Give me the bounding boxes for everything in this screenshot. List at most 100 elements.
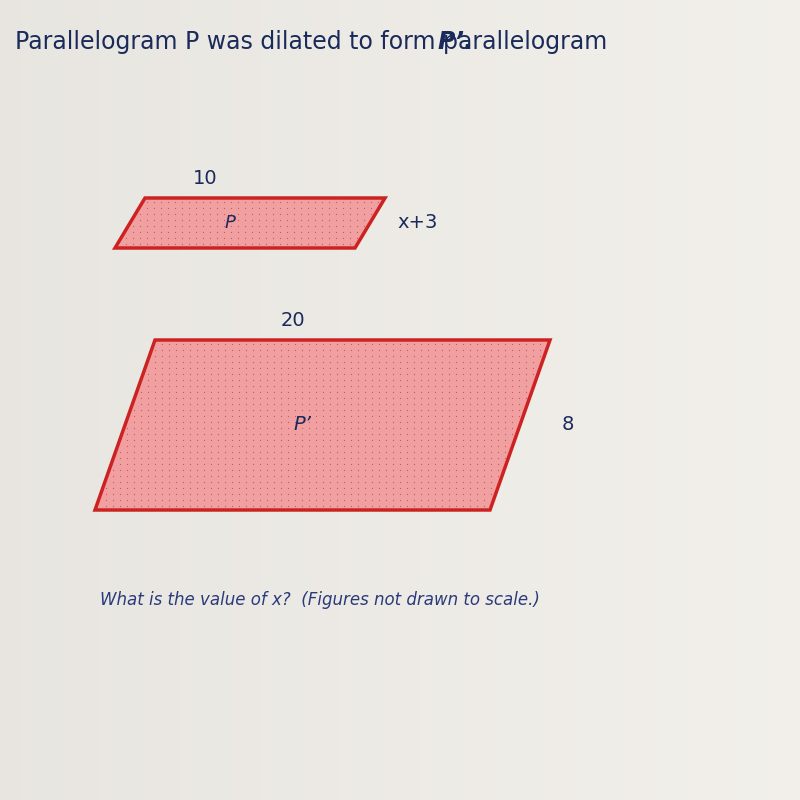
Point (407, 499, 421, 513)
Point (358, 368, 371, 381)
Point (169, 232, 182, 245)
Point (302, 422, 315, 434)
Point (366, 451, 378, 464)
Point (457, 403, 470, 416)
Point (386, 475, 399, 488)
Point (274, 458, 287, 470)
Point (401, 494, 414, 506)
Point (184, 398, 197, 410)
Point (401, 403, 414, 416)
Point (162, 368, 175, 381)
Point (330, 207, 342, 220)
Point (155, 350, 169, 362)
Point (226, 440, 238, 453)
Point (330, 338, 343, 350)
Point (373, 362, 386, 374)
Point (162, 207, 174, 220)
Point (401, 482, 414, 494)
Point (289, 458, 302, 470)
Point (330, 422, 343, 434)
Point (422, 362, 434, 374)
Point (386, 380, 399, 393)
Point (394, 446, 406, 458)
Point (210, 207, 223, 220)
Point (429, 374, 442, 386)
Point (246, 482, 259, 494)
Point (435, 470, 448, 482)
Point (310, 338, 322, 350)
Point (198, 440, 210, 453)
Point (281, 207, 294, 220)
Point (513, 386, 526, 398)
Point (478, 391, 490, 404)
Point (422, 422, 434, 434)
Point (429, 458, 442, 470)
Point (170, 380, 182, 393)
Point (302, 344, 315, 357)
Point (435, 487, 448, 501)
Point (498, 446, 511, 458)
Point (513, 344, 526, 357)
Point (520, 338, 533, 350)
Point (266, 207, 279, 220)
Point (358, 499, 371, 513)
Point (491, 338, 505, 350)
Point (330, 403, 343, 416)
Point (414, 403, 427, 416)
Point (457, 451, 470, 464)
Point (162, 451, 175, 464)
Point (323, 434, 337, 446)
Point (190, 487, 203, 501)
Point (246, 355, 259, 368)
Point (491, 422, 505, 434)
Point (218, 427, 231, 440)
Point (464, 350, 477, 362)
Point (373, 434, 386, 446)
Point (238, 207, 251, 220)
Point (218, 202, 230, 214)
Point (414, 422, 427, 434)
Point (266, 214, 279, 226)
Point (464, 487, 477, 501)
Point (338, 446, 350, 458)
Point (302, 219, 314, 232)
Point (442, 427, 455, 440)
Point (352, 350, 365, 362)
Point (358, 355, 371, 368)
Point (491, 463, 505, 476)
Point (302, 440, 315, 453)
Point (491, 403, 505, 416)
Point (386, 355, 399, 368)
Point (352, 434, 365, 446)
Point (149, 374, 162, 386)
Point (498, 355, 511, 368)
Point (296, 380, 309, 393)
Point (422, 487, 434, 501)
Point (142, 380, 154, 393)
Point (246, 374, 259, 386)
Point (282, 368, 294, 381)
Point (233, 355, 246, 368)
Point (358, 391, 371, 404)
Point (317, 416, 330, 429)
Point (225, 207, 238, 220)
Point (155, 475, 169, 488)
Point (198, 416, 210, 429)
Point (184, 391, 197, 404)
Point (310, 470, 322, 482)
Point (289, 487, 302, 501)
Point (184, 416, 197, 429)
Point (176, 232, 189, 245)
Point (177, 391, 190, 404)
Point (294, 226, 307, 238)
Point (394, 494, 406, 506)
Point (162, 487, 175, 501)
Point (442, 386, 455, 398)
Point (352, 451, 365, 464)
Point (485, 386, 498, 398)
Point (386, 338, 399, 350)
Point (128, 434, 141, 446)
Point (323, 362, 337, 374)
Point (226, 434, 238, 446)
Point (373, 427, 386, 440)
